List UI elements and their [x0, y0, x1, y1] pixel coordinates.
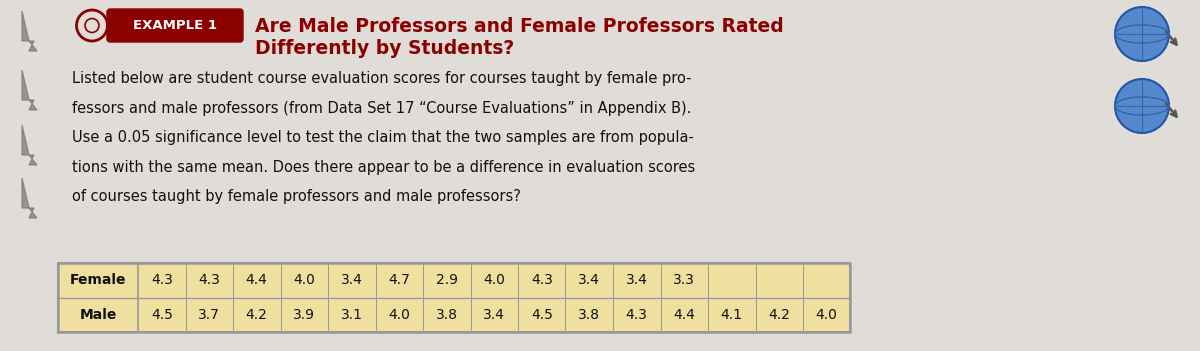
- Text: 4.0: 4.0: [293, 273, 316, 287]
- Text: 3.3: 3.3: [673, 273, 695, 287]
- Text: 3.8: 3.8: [578, 308, 600, 322]
- Text: 3.1: 3.1: [341, 308, 362, 322]
- Text: of courses taught by female professors and male professors?: of courses taught by female professors a…: [72, 190, 521, 205]
- Text: Differently by Students?: Differently by Students?: [254, 39, 515, 58]
- Text: 4.0: 4.0: [484, 273, 505, 287]
- Text: 4.2: 4.2: [768, 308, 790, 322]
- Text: Listed below are student course evaluation scores for courses taught by female p: Listed below are student course evaluati…: [72, 72, 691, 86]
- Text: EXAMPLE 1: EXAMPLE 1: [133, 19, 217, 32]
- Text: 4.5: 4.5: [151, 308, 173, 322]
- Text: 3.4: 3.4: [484, 308, 505, 322]
- Circle shape: [1115, 7, 1169, 61]
- FancyBboxPatch shape: [58, 263, 851, 332]
- Polygon shape: [22, 11, 37, 51]
- Text: 4.2: 4.2: [246, 308, 268, 322]
- Text: 3.4: 3.4: [578, 273, 600, 287]
- Text: 4.3: 4.3: [530, 273, 553, 287]
- Circle shape: [1115, 79, 1169, 133]
- Text: 4.1: 4.1: [721, 308, 743, 322]
- Polygon shape: [22, 178, 37, 218]
- Text: 4.3: 4.3: [198, 273, 220, 287]
- Text: 4.0: 4.0: [389, 308, 410, 322]
- Text: 3.4: 3.4: [341, 273, 362, 287]
- Text: 4.5: 4.5: [530, 308, 553, 322]
- Text: 4.3: 4.3: [151, 273, 173, 287]
- Text: 4.4: 4.4: [673, 308, 695, 322]
- Text: 3.9: 3.9: [293, 308, 316, 322]
- Text: fessors and male professors (from Data Set 17 “Course Evaluations” in Appendix B: fessors and male professors (from Data S…: [72, 101, 691, 116]
- Text: 4.0: 4.0: [816, 308, 838, 322]
- Text: Are Male Professors and Female Professors Rated: Are Male Professors and Female Professor…: [254, 18, 784, 37]
- Text: 4.7: 4.7: [389, 273, 410, 287]
- Text: 3.4: 3.4: [626, 273, 648, 287]
- Polygon shape: [22, 125, 37, 165]
- FancyBboxPatch shape: [107, 9, 244, 42]
- Text: 3.8: 3.8: [436, 308, 457, 322]
- Text: Use a 0.05 significance level to test the claim that the two samples are from po: Use a 0.05 significance level to test th…: [72, 131, 694, 146]
- Text: Male: Male: [79, 308, 116, 322]
- Text: 2.9: 2.9: [436, 273, 457, 287]
- Text: 3.7: 3.7: [198, 308, 220, 322]
- Polygon shape: [22, 70, 37, 110]
- Text: 4.4: 4.4: [246, 273, 268, 287]
- Text: tions with the same mean. Does there appear to be a difference in evaluation sco: tions with the same mean. Does there app…: [72, 160, 695, 175]
- Text: Female: Female: [70, 273, 126, 287]
- Text: 4.3: 4.3: [626, 308, 648, 322]
